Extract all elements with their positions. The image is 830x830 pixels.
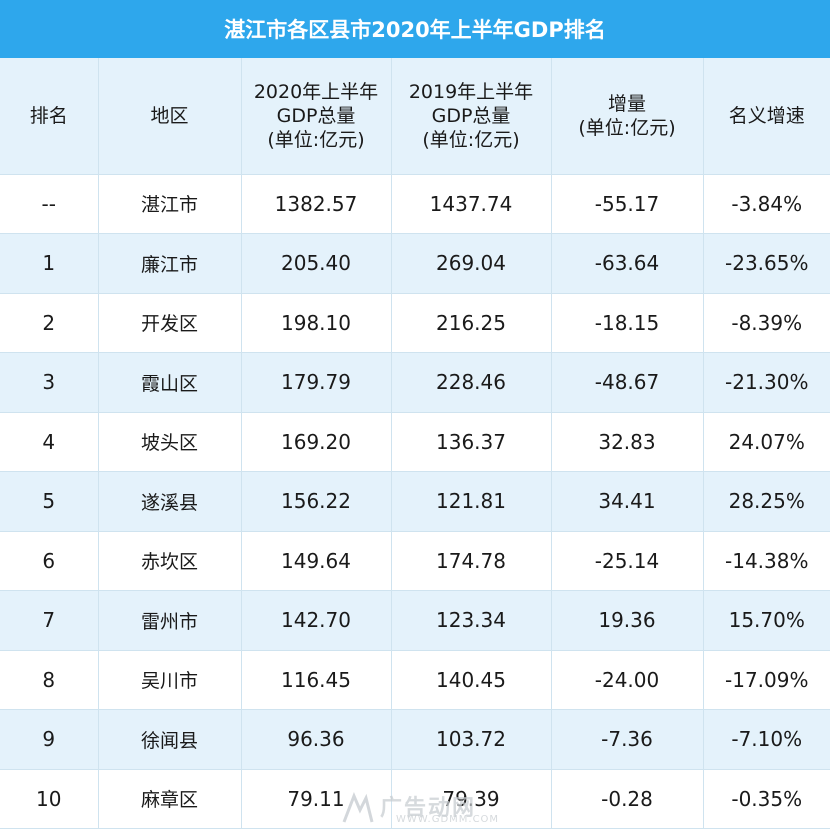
cell-gdp-2020: 116.45 bbox=[241, 650, 392, 710]
table-row: 4 坡头区 169.20 136.37 32.83 24.07% bbox=[0, 412, 830, 472]
cell-gdp-2019: 1437.74 bbox=[391, 174, 552, 234]
cell-rank: 7 bbox=[0, 590, 99, 651]
cell-gdp-2019: 79.39 bbox=[391, 769, 552, 829]
cell-gdp-2019: 136.37 bbox=[391, 412, 552, 472]
cell-change: -55.17 bbox=[551, 174, 704, 234]
cell-gdp-2020: 169.20 bbox=[241, 412, 392, 472]
cell-gdp-2020: 179.79 bbox=[241, 352, 392, 413]
cell-rank: -- bbox=[0, 174, 99, 234]
header-gdp-2019-line2: GDP总量 bbox=[431, 104, 511, 127]
table-row: 5 遂溪县 156.22 121.81 34.41 28.25% bbox=[0, 471, 830, 532]
cell-region: 遂溪县 bbox=[98, 471, 242, 532]
cell-region: 霞山区 bbox=[98, 352, 242, 413]
header-growth: 名义增速 bbox=[703, 58, 830, 175]
cell-region: 坡头区 bbox=[98, 412, 242, 472]
cell-growth: -8.39% bbox=[703, 293, 830, 353]
header-change-line1: 增量 bbox=[607, 92, 646, 115]
table-row: 8 吴川市 116.45 140.45 -24.00 -17.09% bbox=[0, 650, 830, 710]
cell-change: -48.67 bbox=[551, 352, 704, 413]
cell-change: -18.15 bbox=[551, 293, 704, 353]
cell-growth: -0.35% bbox=[703, 769, 830, 829]
cell-change: 32.83 bbox=[551, 412, 704, 472]
header-change: 增量 (单位:亿元) bbox=[551, 58, 704, 175]
gdp-ranking-table: 排名 地区 2020年上半年 GDP总量 (单位:亿元) 2019年上半年 GD… bbox=[0, 58, 830, 829]
cell-growth: -3.84% bbox=[703, 174, 830, 234]
cell-gdp-2020: 205.40 bbox=[241, 233, 392, 294]
cell-growth: 24.07% bbox=[703, 412, 830, 472]
cell-region: 赤坎区 bbox=[98, 531, 242, 591]
cell-rank: 1 bbox=[0, 233, 99, 294]
header-gdp-2020: 2020年上半年 GDP总量 (单位:亿元) bbox=[241, 58, 392, 175]
cell-growth: -7.10% bbox=[703, 709, 830, 770]
table-row: -- 湛江市 1382.57 1437.74 -55.17 -3.84% bbox=[0, 174, 830, 234]
cell-gdp-2019: 121.81 bbox=[391, 471, 552, 532]
cell-gdp-2019: 174.78 bbox=[391, 531, 552, 591]
cell-gdp-2019: 216.25 bbox=[391, 293, 552, 353]
cell-change: 19.36 bbox=[551, 590, 704, 651]
cell-growth: -23.65% bbox=[703, 233, 830, 294]
header-gdp-2020-line1: 2020年上半年 bbox=[253, 80, 379, 103]
cell-gdp-2019: 269.04 bbox=[391, 233, 552, 294]
cell-region: 麻章区 bbox=[98, 769, 242, 829]
table-body: -- 湛江市 1382.57 1437.74 -55.17 -3.84% 1 廉江市 205.4… bbox=[0, 174, 830, 829]
header-row: 排名 地区 2020年上半年 GDP总量 (单位:亿元) 2019年上半年 GD… bbox=[0, 58, 830, 175]
cell-region: 湛江市 bbox=[98, 174, 242, 234]
header-gdp-2019: 2019年上半年 GDP总量 (单位:亿元) bbox=[391, 58, 552, 175]
header-gdp-2019-line1: 2019年上半年 bbox=[408, 80, 534, 103]
cell-gdp-2020: 96.36 bbox=[241, 709, 392, 770]
cell-gdp-2019: 103.72 bbox=[391, 709, 552, 770]
table-row: 10 麻章区 79.11 79.39 -0.28 -0.35% bbox=[0, 769, 830, 829]
cell-growth: -17.09% bbox=[703, 650, 830, 710]
cell-growth: 28.25% bbox=[703, 471, 830, 532]
cell-growth: -14.38% bbox=[703, 531, 830, 591]
header-gdp-2020-line2: GDP总量 bbox=[276, 104, 356, 127]
cell-rank: 8 bbox=[0, 650, 99, 710]
cell-gdp-2019: 140.45 bbox=[391, 650, 552, 710]
cell-gdp-2020: 1382.57 bbox=[241, 174, 392, 234]
cell-rank: 3 bbox=[0, 352, 99, 413]
cell-rank: 2 bbox=[0, 293, 99, 353]
header-gdp-2020-line3: (单位:亿元) bbox=[267, 128, 365, 151]
cell-rank: 5 bbox=[0, 471, 99, 532]
cell-gdp-2020: 79.11 bbox=[241, 769, 392, 829]
header-gdp-2019-line3: (单位:亿元) bbox=[422, 128, 520, 151]
cell-growth: 15.70% bbox=[703, 590, 830, 651]
cell-gdp-2020: 156.22 bbox=[241, 471, 392, 532]
cell-region: 徐闻县 bbox=[98, 709, 242, 770]
cell-region: 雷州市 bbox=[98, 590, 242, 651]
cell-change: -63.64 bbox=[551, 233, 704, 294]
cell-gdp-2020: 149.64 bbox=[241, 531, 392, 591]
cell-gdp-2019: 123.34 bbox=[391, 590, 552, 651]
table-title: 湛江市各区县市2020年上半年GDP排名 bbox=[0, 0, 830, 58]
cell-rank: 9 bbox=[0, 709, 99, 770]
table-row: 1 廉江市 205.40 269.04 -63.64 -23.65% bbox=[0, 233, 830, 294]
table-row: 7 雷州市 142.70 123.34 19.36 15.70% bbox=[0, 590, 830, 651]
header-rank: 排名 bbox=[0, 58, 99, 175]
cell-change: -0.28 bbox=[551, 769, 704, 829]
cell-change: -7.36 bbox=[551, 709, 704, 770]
table-row: 2 开发区 198.10 216.25 -18.15 -8.39% bbox=[0, 293, 830, 353]
table-row: 6 赤坎区 149.64 174.78 -25.14 -14.38% bbox=[0, 531, 830, 591]
cell-gdp-2020: 198.10 bbox=[241, 293, 392, 353]
cell-region: 廉江市 bbox=[98, 233, 242, 294]
cell-rank: 6 bbox=[0, 531, 99, 591]
cell-change: 34.41 bbox=[551, 471, 704, 532]
cell-rank: 4 bbox=[0, 412, 99, 472]
cell-growth: -21.30% bbox=[703, 352, 830, 413]
cell-change: -25.14 bbox=[551, 531, 704, 591]
header-region: 地区 bbox=[98, 58, 242, 175]
cell-region: 吴川市 bbox=[98, 650, 242, 710]
cell-region: 开发区 bbox=[98, 293, 242, 353]
table-row: 3 霞山区 179.79 228.46 -48.67 -21.30% bbox=[0, 352, 830, 413]
header-change-line2: (单位:亿元) bbox=[578, 116, 676, 139]
cell-change: -24.00 bbox=[551, 650, 704, 710]
table-row: 9 徐闻县 96.36 103.72 -7.36 -7.10% bbox=[0, 709, 830, 770]
cell-rank: 10 bbox=[0, 769, 99, 829]
cell-gdp-2020: 142.70 bbox=[241, 590, 392, 651]
cell-gdp-2019: 228.46 bbox=[391, 352, 552, 413]
